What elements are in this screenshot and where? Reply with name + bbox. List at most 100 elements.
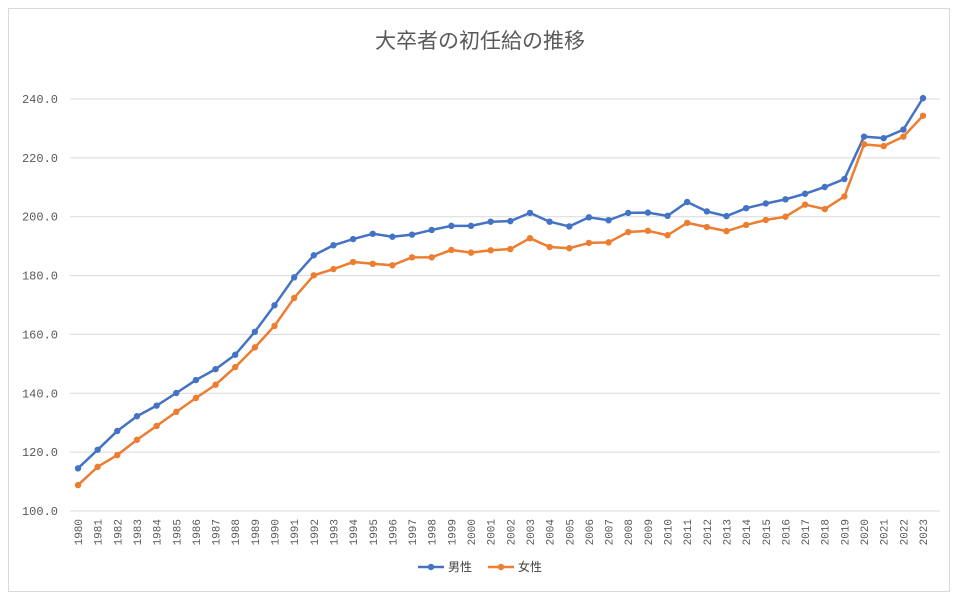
data-point [369, 230, 376, 237]
x-tick-label: 1980 [74, 519, 86, 545]
data-point [271, 302, 278, 309]
data-point [192, 376, 200, 384]
data-point [74, 465, 82, 472]
legend-marker [427, 563, 435, 571]
x-tick-label: 1989 [251, 519, 263, 545]
data-point [507, 217, 514, 225]
data-point [428, 254, 435, 261]
data-point [232, 351, 239, 358]
data-point [585, 214, 593, 221]
data-point [683, 198, 691, 206]
data-point [507, 245, 514, 253]
data-point [919, 94, 927, 102]
series-line [77, 97, 925, 470]
x-tick-label: 2001 [487, 519, 499, 546]
data-point [566, 245, 573, 252]
x-tick-label: 2022 [899, 519, 911, 545]
data-point [683, 219, 691, 227]
data-point [389, 233, 396, 240]
x-tick-label: 1995 [369, 519, 381, 545]
x-tick-label: 1996 [388, 519, 400, 545]
data-point [821, 183, 828, 191]
data-point [389, 262, 396, 269]
x-tick-label: 1999 [447, 519, 459, 545]
data-point [900, 133, 907, 140]
data-point [192, 394, 200, 402]
data-point [153, 422, 160, 430]
x-tick-label: 1987 [212, 519, 224, 545]
data-point [408, 231, 416, 238]
data-point [153, 402, 160, 409]
x-tick-label: 2015 [762, 519, 774, 545]
y-axis-ticks: 100.0 120.0 140.0 160.0 180.0 200.0 220.0 240.0 [22, 93, 58, 519]
y-tick-label: 220.0 [22, 152, 58, 166]
data-point [467, 249, 475, 256]
data-point [782, 213, 789, 220]
data-point [664, 212, 671, 220]
data-point [880, 134, 887, 142]
y-tick-label: 120.0 [22, 446, 58, 460]
y-tick-label: 240.0 [22, 93, 58, 107]
data-point [114, 451, 121, 459]
data-point [566, 223, 573, 230]
series-2 [74, 112, 927, 489]
y-tick-label: 140.0 [22, 387, 58, 401]
data-point [271, 322, 278, 330]
data-point [251, 328, 259, 335]
x-tick-label: 2003 [526, 519, 538, 545]
x-tick-label: 1981 [94, 519, 106, 546]
legend-item: 男性 [418, 560, 472, 574]
legend-label: 男性 [448, 560, 472, 574]
x-tick-label: 2009 [644, 519, 656, 545]
x-tick-label: 2002 [506, 519, 518, 545]
data-point [801, 201, 809, 208]
x-tick-label: 1986 [192, 519, 204, 545]
data-point [742, 204, 750, 212]
x-tick-label: 2004 [546, 519, 558, 546]
x-tick-label: 1984 [153, 519, 165, 546]
chart-title: 大卒者の初任給の推移 [375, 29, 585, 53]
legend-marker [497, 563, 505, 571]
data-point [742, 221, 750, 229]
data-point [644, 209, 652, 216]
data-point [310, 252, 318, 259]
legend: 男性 女性 [418, 559, 542, 574]
data-point [290, 274, 298, 281]
data-point [801, 190, 809, 197]
data-point [723, 227, 730, 235]
data-point [487, 218, 494, 225]
data-point [526, 209, 534, 217]
x-tick-label: 1991 [290, 519, 302, 546]
legend-label: 女性 [518, 559, 542, 574]
data-point [330, 242, 337, 249]
data-point [467, 222, 475, 230]
data-point [625, 209, 632, 217]
data-point [114, 427, 121, 435]
series-1 [74, 94, 927, 472]
x-tick-label: 2023 [919, 519, 931, 545]
data-point [860, 133, 868, 140]
data-point [900, 126, 907, 133]
x-tick-label: 2019 [840, 519, 852, 545]
data-point [723, 212, 730, 220]
x-axis-ticks: 1980 1981 1982 1983 1984 1985 1986 1987 1988 1989… [74, 519, 931, 546]
data-point [860, 141, 868, 148]
x-tick-label: 2007 [605, 519, 617, 545]
data-point [290, 294, 298, 302]
x-tick-label: 2014 [742, 519, 754, 546]
data-point [821, 205, 828, 213]
data-point [94, 463, 101, 471]
data-point [133, 436, 141, 443]
x-tick-label: 2006 [585, 519, 597, 545]
data-point [703, 208, 711, 215]
x-tick-label: 2000 [467, 519, 479, 545]
x-tick-label: 2013 [722, 519, 734, 545]
x-tick-label: 2016 [781, 519, 793, 545]
data-point [173, 389, 180, 397]
data-point [762, 200, 769, 207]
data-point [349, 258, 357, 266]
x-tick-label: 1993 [329, 519, 341, 545]
x-tick-label: 1998 [428, 519, 440, 545]
y-tick-label: 100.0 [22, 505, 58, 519]
x-tick-label: 1988 [231, 519, 243, 545]
